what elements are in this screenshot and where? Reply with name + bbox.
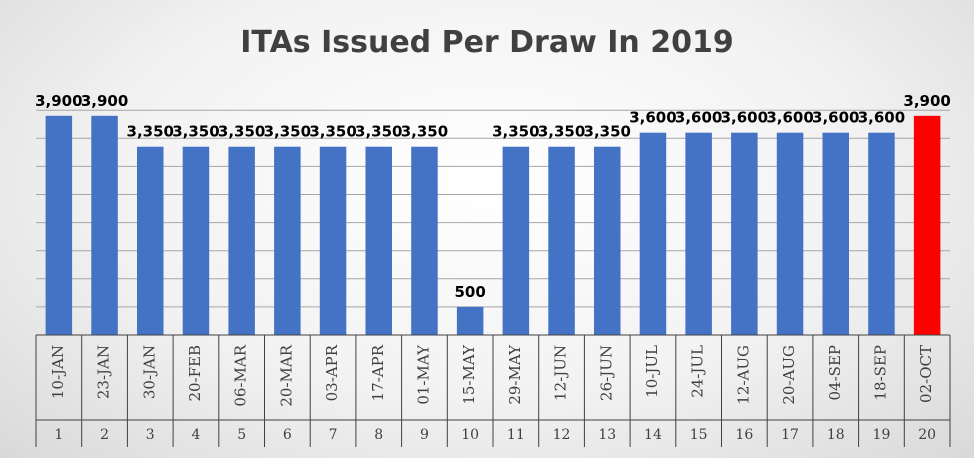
draw-number-label: 3 xyxy=(146,427,155,443)
category-label: 20-FEB xyxy=(186,345,204,402)
data-label: 3,600 xyxy=(675,109,722,127)
category-label: 12-AUG xyxy=(734,345,752,405)
data-label: 3,900 xyxy=(35,92,82,110)
data-label: 3,350 xyxy=(172,123,219,141)
category-label: 29-MAY xyxy=(506,344,524,405)
bar xyxy=(45,115,73,335)
draw-number-label: 20 xyxy=(918,427,936,443)
bar xyxy=(731,132,758,335)
data-label: 3,350 xyxy=(538,123,585,141)
category-label: 06-MAR xyxy=(232,344,250,406)
category-label: 02-OCT xyxy=(917,345,935,403)
category-label: 01-MAY xyxy=(414,344,432,405)
category-label: 23-JAN xyxy=(95,345,113,399)
data-label: 500 xyxy=(454,283,485,301)
category-label: 20-AUG xyxy=(780,345,798,405)
data-label: 3,900 xyxy=(81,92,128,110)
bars xyxy=(45,115,941,335)
chart-title: ITAs Issued Per Draw In 2019 xyxy=(240,25,733,60)
data-label: 3,600 xyxy=(858,109,905,127)
data-label: 3,350 xyxy=(218,123,265,141)
bar xyxy=(822,132,850,335)
data-label: 3,350 xyxy=(264,123,311,141)
bar xyxy=(548,146,575,335)
bar xyxy=(136,146,164,335)
bar xyxy=(319,146,347,335)
data-label: 3,350 xyxy=(355,123,402,141)
data-label: 3,350 xyxy=(127,123,174,141)
draw-number-label: 2 xyxy=(100,427,109,443)
draw-number-label: 14 xyxy=(644,427,662,443)
category-label: 26-JUN xyxy=(597,345,615,401)
bar xyxy=(868,132,895,335)
draw-number-label: 15 xyxy=(690,427,708,443)
data-label: 3,600 xyxy=(766,109,813,127)
bar xyxy=(91,115,118,335)
category-label: 04-SEP xyxy=(826,345,844,400)
data-label: 3,900 xyxy=(903,92,950,110)
category-label: 10-JAN xyxy=(49,345,67,399)
draw-number-label: 12 xyxy=(553,427,571,443)
category-label: 24-JUL xyxy=(689,345,707,398)
category-label: 18-SEP xyxy=(871,345,889,400)
draw-number-label: 8 xyxy=(374,427,383,443)
category-label: 10-JUL xyxy=(643,345,661,398)
bar xyxy=(228,146,255,335)
data-label: 3,600 xyxy=(812,109,859,127)
draw-number-label: 18 xyxy=(827,427,845,443)
data-label: 3,350 xyxy=(401,123,448,141)
bar xyxy=(593,146,621,335)
draw-number-label: 5 xyxy=(237,427,246,443)
bar xyxy=(913,115,941,335)
category-label: 20-MAR xyxy=(277,344,295,406)
bar xyxy=(411,146,438,335)
draw-number-label: 19 xyxy=(873,427,891,443)
category-label: 30-JAN xyxy=(140,345,158,399)
draw-number-label: 9 xyxy=(420,427,429,443)
bar xyxy=(685,132,712,335)
data-label: 3,350 xyxy=(584,123,631,141)
category-label: 17-APR xyxy=(369,344,387,401)
draw-number-label: 6 xyxy=(283,427,292,443)
data-label: 3,600 xyxy=(721,109,768,127)
category-label: 12-JUN xyxy=(552,345,570,401)
bar xyxy=(502,146,530,335)
draw-number-label: 1 xyxy=(54,427,63,443)
draw-number-label: 13 xyxy=(598,427,616,443)
bar xyxy=(639,132,667,335)
data-label: 3,600 xyxy=(629,109,676,127)
draw-number-label: 7 xyxy=(329,427,338,443)
category-label: 03-APR xyxy=(323,344,341,401)
category-axis: 10-JAN 23-JAN 30-JAN 20-FEB 06-MAR 20-MAR 03-A… xyxy=(35,334,951,447)
draw-number-label: 10 xyxy=(461,427,479,443)
draw-number-label: 16 xyxy=(735,427,753,443)
bar xyxy=(365,146,393,335)
bar xyxy=(274,146,301,335)
data-label: 3,350 xyxy=(492,123,539,141)
bar xyxy=(182,146,210,335)
data-label: 3,350 xyxy=(309,123,356,141)
bar xyxy=(776,132,804,335)
category-label: 15-MAY xyxy=(460,344,478,405)
draw-number-label: 11 xyxy=(507,427,525,443)
data-labels: 3,9003,9003,3503,3503,3503,3503,3503,350… xyxy=(35,92,951,301)
draw-number-label: 4 xyxy=(191,427,200,443)
bar xyxy=(456,306,484,335)
draw-number-label: 17 xyxy=(781,427,799,443)
